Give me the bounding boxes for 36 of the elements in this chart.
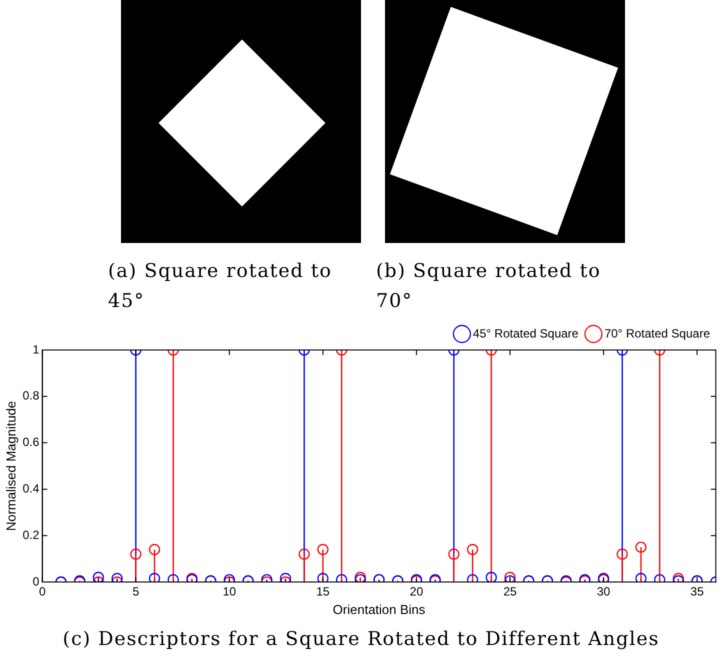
point [635,572,647,582]
point [504,572,516,582]
y-tick-label: 0.6 [22,435,40,450]
y-tick-label: 0.2 [22,528,40,542]
point [280,572,292,582]
x-tick-label: 35 [690,584,704,599]
y-tick-label: 0.8 [22,388,40,403]
x-tick-label: 20 [410,584,424,599]
point [317,572,329,582]
text: (c) Descriptors for a Square Rotated to Different Angles [62,627,660,652]
point [616,548,628,560]
legend-label: 45° Rotated Square [472,326,579,340]
text: (b) Square rotated to 70° [376,259,602,314]
point [635,542,647,553]
legend-label: 70° Rotated Square [604,326,710,340]
point [317,544,329,556]
point [112,572,123,582]
point [448,548,460,560]
text: (a) Square rotated to 45° [108,259,333,314]
point [130,548,142,560]
y-axis-title: Normalised Magnitude [3,400,18,532]
point [486,572,497,582]
x-axis-title: Orientation Bins [332,602,426,617]
x-tick-label: 30 [596,584,611,599]
point [298,548,310,560]
x-tick-label: 15 [316,584,330,599]
y-tick-label: 0 [32,574,40,588]
y-tick-label: 0.4 [22,482,40,496]
x-tick-label: 10 [222,584,236,599]
point [466,544,478,556]
x-tick-label: 25 [503,584,517,599]
y-tick-label: 1 [32,342,40,356]
x-tick-label: 5 [132,584,140,599]
point [92,572,104,582]
point [148,572,160,582]
point [148,544,160,556]
